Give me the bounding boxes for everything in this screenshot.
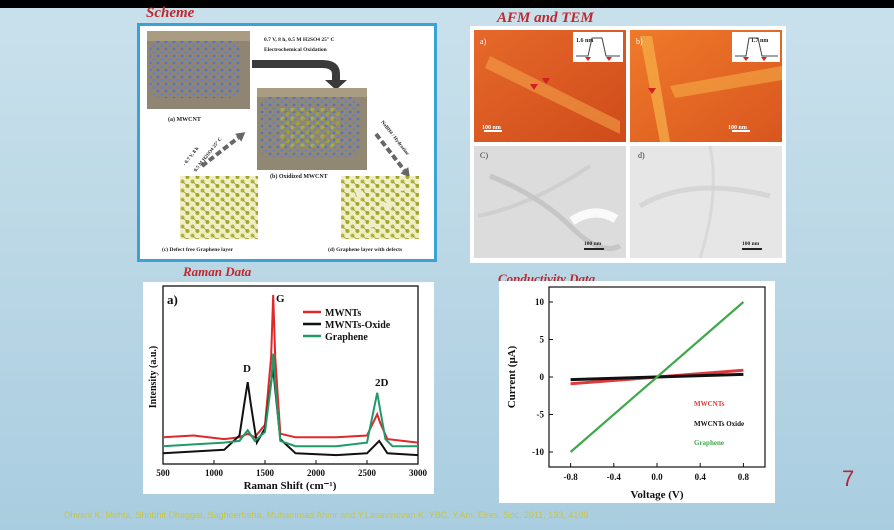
raman-x-tick-label-4: 2500 xyxy=(358,468,377,478)
tem-scale-c: 100 nm xyxy=(584,241,602,247)
scheme-label-c: (c) Defect free Graphene layer xyxy=(162,246,234,253)
scheme-title: Scheme xyxy=(146,5,195,21)
raman-x-tick-label-2: 1500 xyxy=(256,468,275,478)
peak-g-label: G xyxy=(276,293,285,305)
raman-panel: a) 500 1000 1500 2000 2500 3000 D G 2D MWNTs M… xyxy=(143,282,434,494)
cond-label-mwcnts: MWCNTs xyxy=(694,400,725,408)
cond-x-tick-label-2: 0.0 xyxy=(651,472,663,482)
cond-y-tick-label-2: 0 xyxy=(540,372,545,382)
afm-scale-a: 100 nm xyxy=(482,125,501,131)
conductivity-chart: -0.8 -0.4 0.0 0.4 0.8 -10 -5 0 5 10 MWCNTs MWCNTs… xyxy=(506,286,766,501)
raman-series-0 xyxy=(162,294,419,444)
afm-image-b xyxy=(630,30,782,142)
video-overlay-arc xyxy=(569,208,619,225)
cond-y-tick-label-4: 10 xyxy=(535,297,545,307)
right-arrow xyxy=(374,132,410,178)
cond-series-2 xyxy=(569,301,745,453)
scheme-label-a: (a) MWCNT xyxy=(168,116,201,123)
raman-panel-label: a) xyxy=(167,292,178,307)
cond-y-tick-label-1: -5 xyxy=(537,410,545,420)
scheme-panel: (a) MWCNT 0.7 V, 8 h, 0.5 M H2SO4 25° C … xyxy=(137,23,437,262)
raman-x-tick-label-3: 2000 xyxy=(307,468,326,478)
page-number: 7 xyxy=(842,466,855,491)
citation-footer: Dhvani K. Mehta, Shobhit Dhaggat, Saghee… xyxy=(64,510,589,520)
raman-legend-label-0: MWNTs xyxy=(325,308,361,319)
step1-arrow xyxy=(252,60,347,90)
cond-y-axis-label: Current (μA) xyxy=(506,345,518,408)
raman-legend-label-1: MWNTs-Oxide xyxy=(325,320,391,331)
cond-label-oxide: MWCNTs Oxide xyxy=(694,420,744,428)
right-arrow-reagent: NaBH4 / Hydrazine xyxy=(379,120,409,157)
peak-2d-label: 2D xyxy=(375,377,389,389)
raman-x-tick-label-1: 1000 xyxy=(205,468,224,478)
afm-scale-b: 100 nm xyxy=(728,125,747,131)
raman-x-tick-label-0: 500 xyxy=(156,468,170,478)
cond-y-tick-label-0: -10 xyxy=(532,447,544,457)
conductivity-panel: -0.8 -0.4 0.0 0.4 0.8 -10 -5 0 5 10 MWCNTs MWCNTs… xyxy=(499,281,775,503)
afm-label-a: a) xyxy=(480,37,487,46)
cond-y-tick-label-3: 5 xyxy=(540,335,545,345)
raman-x-axis-label: Raman Shift (cm⁻¹) xyxy=(244,480,337,492)
oxidized-mwcnt-image xyxy=(257,88,367,170)
mwcnt-image xyxy=(147,31,250,109)
tem-label-d: d) xyxy=(638,151,645,160)
tem-image-c xyxy=(474,146,626,258)
tem-image-d xyxy=(630,145,782,259)
graphene-lattice-pattern xyxy=(180,176,258,239)
scheme-label-d: (d) Graphene layer with defects xyxy=(328,246,402,253)
cond-x-axis-label: Voltage (V) xyxy=(630,489,683,501)
defect-holes xyxy=(356,185,405,228)
raman-series-2 xyxy=(162,353,418,448)
step1-method: Electrochemical Oxidation xyxy=(264,47,327,53)
peak-d-label: D xyxy=(243,363,251,375)
cond-x-tick-label-1: -0.4 xyxy=(607,472,622,482)
scheme-label-b: (b) Oxidized MWCNT xyxy=(270,173,328,180)
step1-conditions: 0.7 V, 8 h, 0.5 M H2SO4 25° C xyxy=(264,36,334,43)
afm-height-b: 1.7 nm xyxy=(751,38,768,44)
raman-plot-frame xyxy=(162,285,419,465)
defect-lattice-pattern xyxy=(341,176,419,239)
afm-tem-figure: a) 1.6 nm 100 nm b) 1.7 nm 100 nm C) 100… xyxy=(474,30,782,259)
cond-label-graphene: Graphene xyxy=(694,439,724,447)
tem-label-c: C) xyxy=(480,151,488,160)
scheme-diagram: (a) MWCNT 0.7 V, 8 h, 0.5 M H2SO4 25° C … xyxy=(147,31,419,253)
afm-tem-title: AFM and TEM xyxy=(497,10,594,26)
raman-title: Raman Data xyxy=(183,264,252,279)
cond-x-tick-label-0: -0.8 xyxy=(563,472,578,482)
tem-scale-d: 100 nm xyxy=(742,241,760,247)
cond-x-tick-label-3: 0.4 xyxy=(695,472,707,482)
top-black-bar xyxy=(0,0,894,8)
raman-x-tick-label-5: 3000 xyxy=(409,468,428,478)
afm-tem-panel: a) 1.6 nm 100 nm b) 1.7 nm 100 nm C) 100… xyxy=(470,26,786,263)
cond-x-tick-label-4: 0.8 xyxy=(738,472,750,482)
raman-chart: a) 500 1000 1500 2000 2500 3000 D G 2D MWNTsM… xyxy=(148,285,428,492)
raman-y-axis-label: Intensity (a.u.) xyxy=(148,346,159,409)
afm-label-b: b) xyxy=(636,37,643,46)
afm-image-a xyxy=(474,30,626,142)
left-arrow xyxy=(200,132,246,168)
afm-height-a: 1.6 nm xyxy=(576,38,593,44)
raman-legend-label-2: Graphene xyxy=(325,332,368,343)
